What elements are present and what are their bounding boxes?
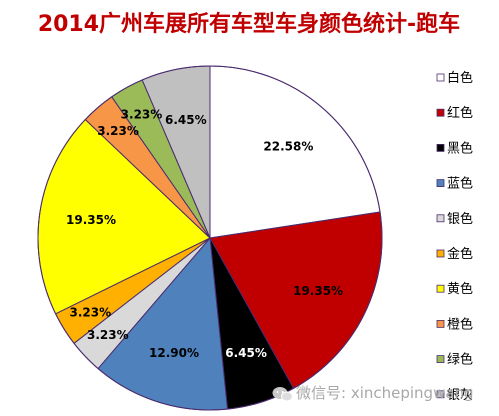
- legend-label-0: 白色: [447, 70, 473, 86]
- legend-label-2: 黑色: [447, 140, 473, 156]
- legend-swatch-7: [436, 319, 445, 328]
- watermark: 微信号: xinchepingwang: [272, 384, 474, 402]
- data-label-8: 3.23%: [121, 108, 163, 122]
- pie-slices: [37, 65, 383, 411]
- watermark-text: 微信号: xinchepingwang: [296, 384, 474, 402]
- legend-swatch-3: [436, 179, 445, 188]
- pie-data-labels: 22.58% 19.35% 6.45% 12.90% 3.23% 3.23% 19.35% 3…: [66, 108, 343, 360]
- legend-swatch-2: [436, 143, 445, 152]
- legend-label-6: 黄色: [447, 281, 473, 297]
- legend-swatch-4: [436, 214, 445, 223]
- data-label-0: 22.58%: [263, 140, 313, 154]
- legend-item-8: 绿色: [436, 352, 473, 368]
- legend-item-9: 银灰: [436, 388, 473, 403]
- legend-label-8: 绿色: [447, 352, 473, 368]
- data-label-9: 6.45%: [165, 113, 207, 127]
- data-label-7: 3.23%: [97, 124, 139, 138]
- legend-item-2: 黑色: [436, 140, 473, 156]
- data-label-4: 3.23%: [87, 328, 129, 342]
- legend-label-7: 橙色: [447, 316, 473, 332]
- data-label-3: 12.90%: [149, 346, 199, 360]
- data-label-1: 19.35%: [293, 284, 343, 298]
- data-label-2: 6.45%: [225, 346, 267, 360]
- legend-swatch-5: [436, 249, 445, 258]
- data-label-5: 3.23%: [69, 306, 111, 320]
- legend-item-7: 橙色: [436, 316, 473, 332]
- legend-item-0: 白色: [436, 70, 473, 86]
- chart-title: 2014广州车展所有车型车身颜色统计-跑车: [38, 11, 460, 37]
- legend-label-9: 银灰: [447, 388, 473, 403]
- legend-item-6: 黄色: [436, 281, 473, 297]
- legend-item-4: 银色: [436, 211, 473, 227]
- legend-item-5: 金色: [436, 246, 473, 262]
- legend-item-3: 蓝色: [436, 176, 473, 192]
- legend-swatch-8: [436, 355, 445, 364]
- legend-label-1: 红色: [447, 105, 473, 121]
- legend-item-1: 红色: [436, 105, 473, 121]
- legend-swatch-9: [436, 390, 445, 399]
- legend-swatch-6: [436, 284, 445, 293]
- pie-outline: [37, 65, 383, 411]
- legend-label-5: 金色: [447, 246, 473, 262]
- legend-label-3: 蓝色: [447, 176, 473, 192]
- legend-swatch-0: [436, 73, 445, 82]
- data-label-6: 19.35%: [66, 213, 116, 227]
- wechat-icon: [272, 387, 293, 402]
- legend-label-4: 银色: [447, 211, 473, 227]
- legend-swatch-1: [436, 108, 445, 117]
